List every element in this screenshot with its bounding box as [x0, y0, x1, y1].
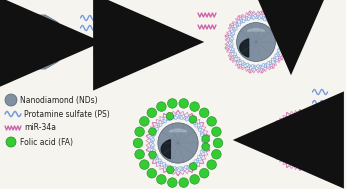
Circle shape: [202, 135, 209, 143]
Circle shape: [139, 117, 149, 126]
Polygon shape: [240, 39, 249, 57]
Circle shape: [190, 175, 199, 184]
Circle shape: [213, 138, 223, 148]
Text: Protamine sulfate (PS): Protamine sulfate (PS): [24, 109, 110, 119]
Circle shape: [281, 121, 319, 159]
Circle shape: [190, 163, 197, 170]
Circle shape: [212, 149, 221, 159]
Circle shape: [167, 178, 177, 187]
Circle shape: [190, 102, 199, 111]
Circle shape: [5, 94, 17, 106]
Polygon shape: [128, 39, 136, 55]
Circle shape: [133, 138, 143, 148]
Text: Folic acid (FA): Folic acid (FA): [20, 138, 73, 146]
Polygon shape: [23, 27, 43, 57]
Circle shape: [149, 151, 156, 159]
Circle shape: [158, 123, 198, 163]
Polygon shape: [247, 29, 265, 31]
Text: Nanodiamond (NDs): Nanodiamond (NDs): [20, 95, 98, 105]
Circle shape: [207, 160, 217, 169]
Polygon shape: [20, 44, 56, 57]
Circle shape: [6, 137, 16, 147]
Circle shape: [135, 127, 144, 136]
Circle shape: [166, 112, 174, 120]
Circle shape: [147, 168, 157, 178]
Circle shape: [179, 178, 189, 187]
Polygon shape: [134, 30, 149, 32]
Polygon shape: [169, 129, 187, 132]
Circle shape: [149, 128, 156, 135]
Circle shape: [157, 102, 166, 111]
Circle shape: [139, 160, 149, 169]
Circle shape: [125, 25, 159, 59]
Polygon shape: [11, 15, 65, 69]
Circle shape: [212, 127, 221, 136]
Text: miR-34a: miR-34a: [24, 123, 56, 132]
Circle shape: [157, 175, 166, 184]
Polygon shape: [284, 137, 293, 155]
Circle shape: [147, 108, 157, 118]
Circle shape: [166, 166, 174, 174]
Circle shape: [135, 149, 144, 159]
Polygon shape: [38, 26, 55, 56]
Circle shape: [207, 117, 217, 126]
Circle shape: [199, 168, 209, 178]
Polygon shape: [161, 140, 170, 159]
Circle shape: [179, 99, 189, 108]
Circle shape: [189, 115, 197, 123]
Circle shape: [167, 99, 177, 108]
Polygon shape: [292, 127, 308, 129]
Circle shape: [199, 108, 209, 118]
Circle shape: [246, 136, 255, 145]
Circle shape: [202, 143, 210, 151]
Circle shape: [237, 22, 275, 61]
